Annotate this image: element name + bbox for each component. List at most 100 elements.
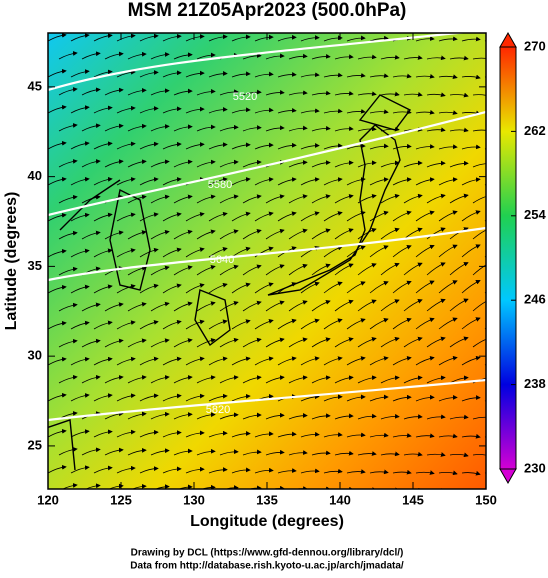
streamline	[449, 414, 469, 420]
streamline	[48, 356, 67, 366]
streamline	[265, 449, 285, 456]
streamline	[392, 356, 412, 366]
streamline	[139, 33, 159, 42]
streamline	[231, 393, 251, 402]
streamline	[472, 129, 486, 132]
streamline	[392, 210, 412, 222]
streamline	[438, 433, 458, 439]
streamline	[265, 412, 285, 420]
streamline	[185, 211, 205, 222]
streamline	[208, 247, 228, 258]
streamline	[254, 211, 274, 222]
streamline	[369, 143, 389, 150]
streamline	[127, 88, 147, 96]
streamline	[139, 176, 159, 186]
streamline	[58, 302, 78, 312]
streamline	[196, 448, 216, 456]
streamline	[173, 52, 193, 60]
streamline	[277, 142, 297, 150]
x-tick-label: 150	[475, 492, 497, 507]
contour-label: 5520	[233, 91, 257, 103]
streamline	[426, 227, 446, 240]
streamline	[48, 176, 67, 186]
streamline	[196, 229, 216, 240]
streamline	[369, 73, 389, 79]
streamline	[242, 449, 262, 456]
streamline	[58, 338, 78, 348]
streamline	[300, 143, 320, 150]
streamline	[127, 51, 147, 60]
streamline	[173, 88, 193, 96]
y-tick-label: 45	[28, 78, 42, 93]
streamline	[93, 105, 113, 114]
streamline	[231, 177, 251, 186]
streamline	[323, 245, 343, 258]
streamline	[461, 433, 481, 439]
streamline	[288, 228, 308, 240]
streamline	[403, 262, 423, 276]
streamline	[463, 488, 469, 489]
streamline	[93, 284, 113, 294]
streamline	[417, 487, 423, 489]
streamline	[438, 210, 458, 222]
streamline	[323, 281, 343, 294]
streamline	[277, 318, 297, 330]
streamline	[116, 141, 136, 150]
streamline	[415, 109, 435, 115]
colorbar-tick-label: 262	[524, 123, 546, 138]
streamline	[461, 177, 481, 186]
streamline	[48, 248, 67, 258]
streamline	[357, 451, 377, 456]
streamline	[231, 467, 251, 474]
streamline	[484, 40, 486, 42]
streamline	[311, 413, 331, 420]
streamline	[369, 109, 389, 114]
streamline	[231, 431, 251, 438]
colorbar-tick-label: 238	[524, 376, 546, 391]
streamline	[334, 263, 354, 276]
streamline	[277, 282, 297, 294]
streamline	[380, 193, 400, 204]
streamline	[415, 36, 435, 42]
colorbar-tick-label: 230	[524, 460, 546, 475]
streamline	[461, 355, 481, 366]
streamline	[392, 317, 412, 330]
streamline	[300, 394, 320, 402]
streamline	[392, 433, 412, 438]
streamline	[426, 193, 446, 204]
streamline	[403, 299, 423, 312]
streamline	[288, 194, 308, 204]
streamline	[150, 88, 170, 96]
streamline	[150, 159, 170, 168]
streamline	[311, 53, 331, 60]
x-tick-label: 140	[329, 492, 351, 507]
streamline	[48, 392, 67, 402]
streamline	[173, 229, 193, 240]
streamline	[231, 211, 251, 222]
streamline	[185, 319, 205, 330]
streamline	[150, 194, 170, 204]
streamline	[461, 470, 481, 476]
streamline	[438, 144, 458, 150]
x-tick-label: 130	[183, 492, 205, 507]
streamline	[288, 263, 308, 276]
contour-label: 5640	[210, 254, 234, 266]
streamline	[58, 158, 78, 168]
streamline	[300, 108, 320, 114]
streamline	[173, 124, 193, 132]
streamline	[242, 159, 262, 168]
streamline	[403, 336, 423, 348]
streamline	[70, 141, 90, 150]
streamline	[162, 177, 182, 186]
streamline	[438, 74, 458, 79]
streamline	[81, 51, 101, 60]
streamline	[48, 212, 67, 222]
streamline	[48, 68, 67, 78]
streamline	[81, 302, 101, 312]
streamline	[185, 430, 205, 438]
streamline	[185, 34, 205, 42]
streamline	[131, 483, 147, 489]
streamline	[334, 160, 354, 168]
streamline	[323, 394, 343, 402]
streamline	[346, 394, 366, 402]
